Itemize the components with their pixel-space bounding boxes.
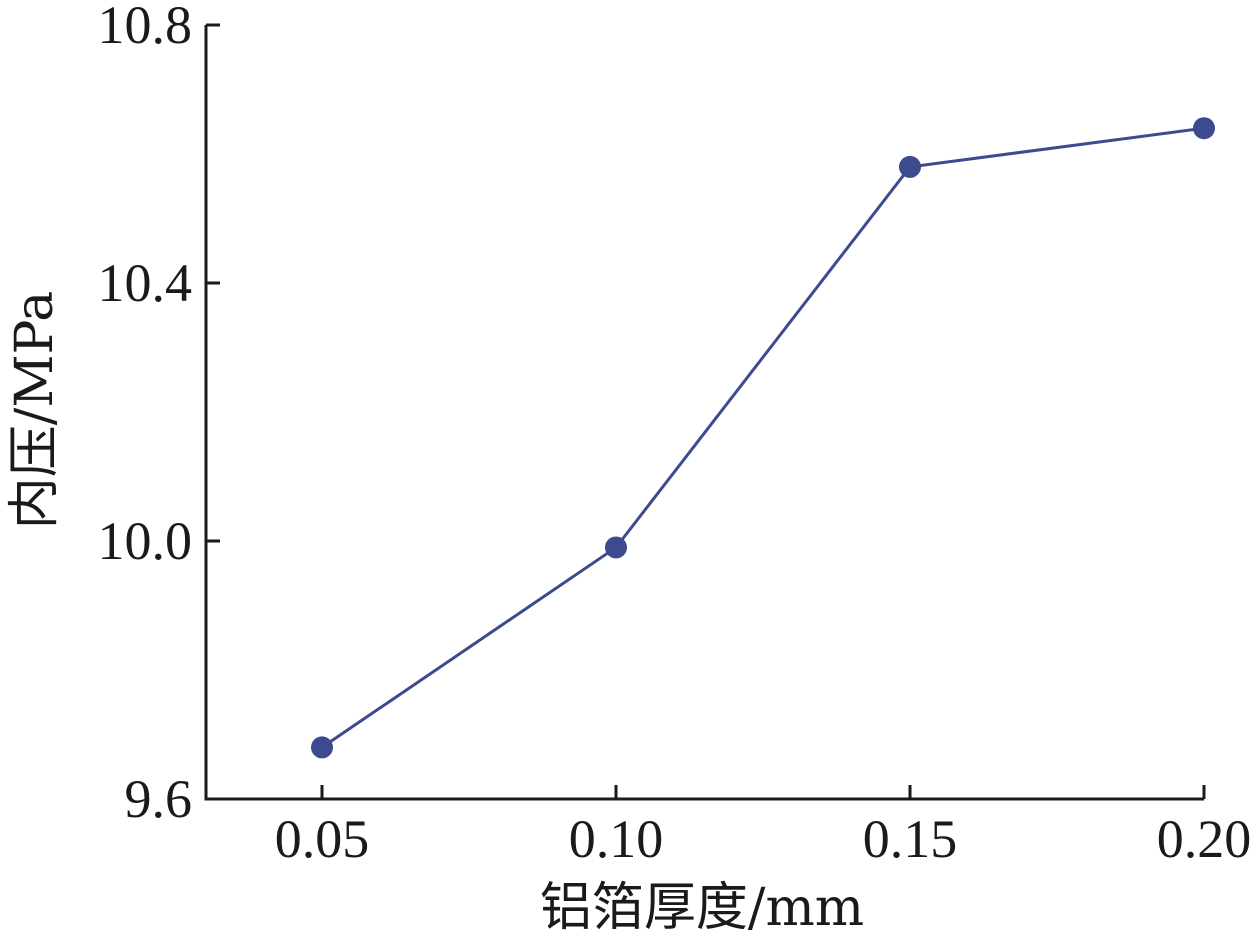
x-tick-label: 0.05: [275, 809, 370, 869]
y-tick-label: 10.0: [98, 511, 193, 571]
series-line: [321, 126, 1205, 749]
series-group: [311, 117, 1215, 759]
data-point: [311, 736, 333, 759]
x-tick-label: 0.10: [569, 809, 664, 869]
x-tick-label: 0.15: [863, 809, 958, 869]
data-point: [1193, 117, 1215, 140]
y-tick-label: 10.4: [98, 253, 193, 313]
y-tick-label: 9.6: [125, 769, 193, 829]
axes-frame: [204, 25, 1204, 801]
x-axis-title: 铝箔厚度/mm: [540, 878, 864, 937]
x-tick-label: 0.20: [1157, 809, 1252, 869]
y-axis-ticks: 9.6 10.0 10.4 10.8: [98, 0, 220, 829]
x-axis-ticks: 0.05 0.10 0.15 0.20: [275, 785, 1252, 869]
data-point: [605, 536, 627, 559]
y-tick-label: 10.8: [98, 0, 193, 55]
data-point: [899, 155, 921, 178]
y-axis-title: 内压/MPa: [5, 291, 65, 529]
axes: [204, 25, 1204, 801]
